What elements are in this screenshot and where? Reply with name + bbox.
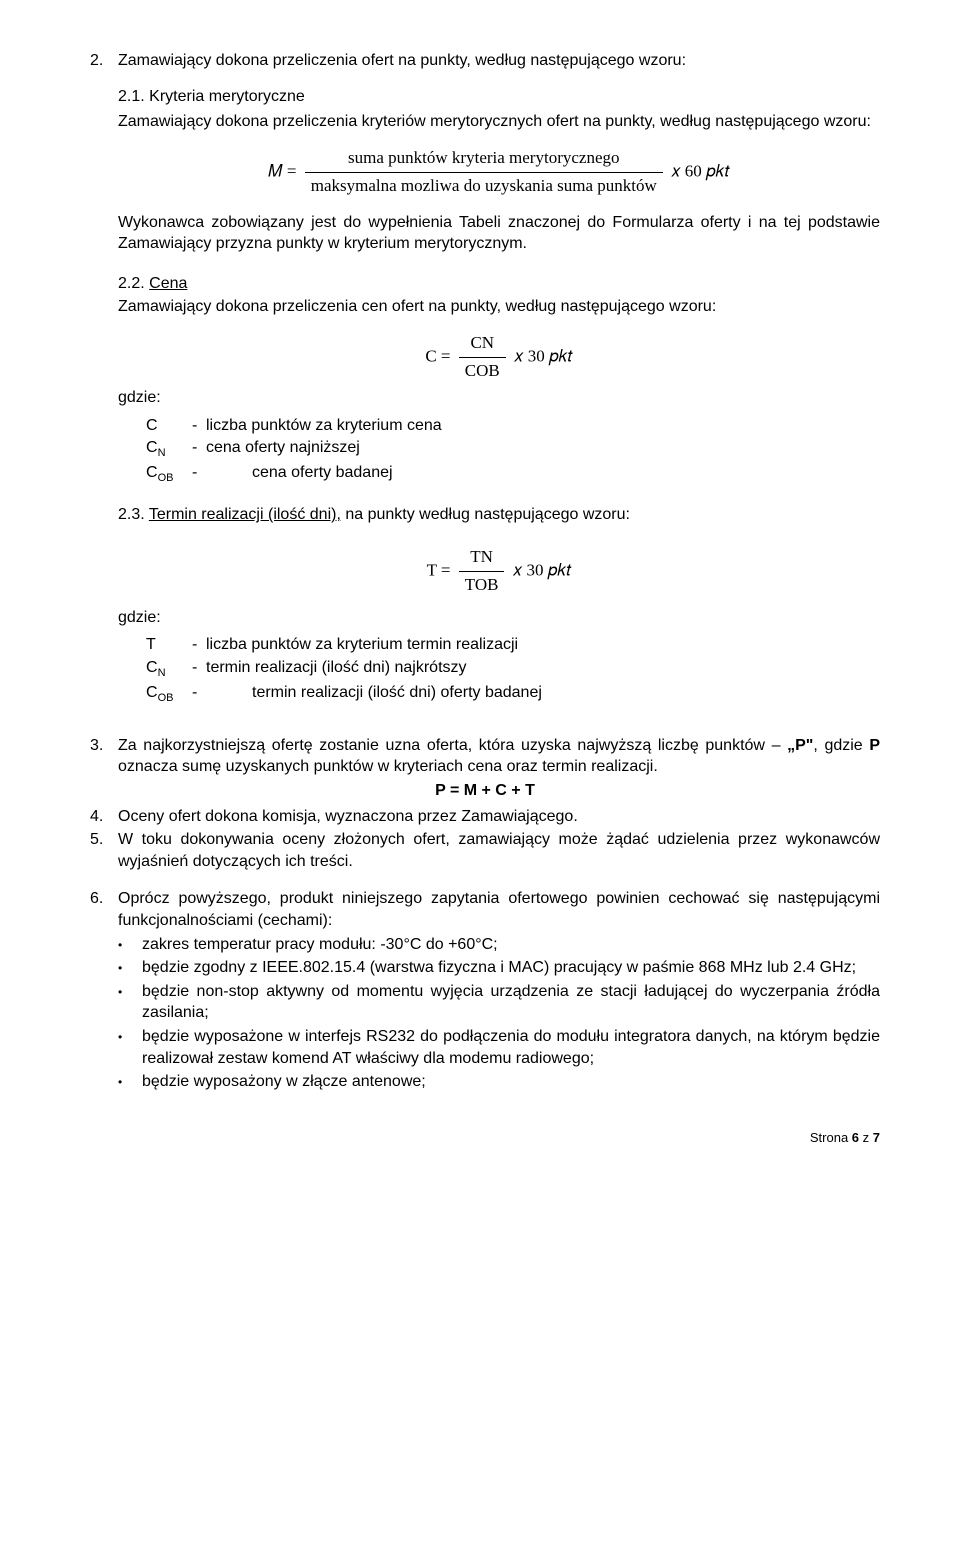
section-2: 2. Zamawiający dokona przeliczenia ofert… xyxy=(90,50,880,72)
section-2-1: 2.1. Kryteria merytoryczne Zamawiający d… xyxy=(118,86,880,255)
definition-text: liczba punktów za kryterium termin reali… xyxy=(206,634,880,656)
subsection-intro: Zamawiający dokona przeliczenia cen ofer… xyxy=(118,296,880,318)
fraction: suma punktów kryteria merytorycznego mak… xyxy=(305,147,663,198)
bullet-icon: • xyxy=(118,1071,142,1093)
section-2-2: 2.2. Cena Zamawiający dokona przeliczeni… xyxy=(118,273,880,486)
section-text: Za najkorzystniejszą ofertę zostanie uzn… xyxy=(118,735,880,778)
formula-rhs: 𝑥 30 𝑝𝑘𝑡 xyxy=(513,560,572,579)
definition-symbol: CN xyxy=(146,437,192,461)
definition-text: cena oferty najniższej xyxy=(206,437,880,461)
bullet-row: • zakres temperatur pracy modułu: -30°C … xyxy=(118,934,880,956)
definitions: C - liczba punktów za kryterium cena CN … xyxy=(146,415,880,487)
subsection-intro: Zamawiający dokona przeliczenia kryterió… xyxy=(118,111,880,133)
bullet-text: będzie non-stop aktywny od momentu wyjęc… xyxy=(142,981,880,1024)
equation-p: P = M + C + T xyxy=(90,780,880,802)
document-page: 2. Zamawiający dokona przeliczenia ofert… xyxy=(0,0,960,1186)
definition-separator: - xyxy=(192,462,252,486)
definitions: T - liczba punktów za kryterium termin r… xyxy=(146,634,880,706)
definition-row: COB - termin realizacji (ilość dni) ofer… xyxy=(146,682,880,706)
section-number: 2. xyxy=(90,50,118,72)
section-number: 4. xyxy=(90,806,118,828)
definition-row: C - liczba punktów za kryterium cena xyxy=(146,415,880,437)
formula-rhs: 𝑥 30 𝑝𝑘𝑡 xyxy=(514,346,573,365)
where-label: gdzie: xyxy=(118,607,880,629)
section-3: 3. Za najkorzystniejszą ofertę zostanie … xyxy=(90,735,880,778)
definition-row: CN - termin realizacji (ilość dni) najkr… xyxy=(146,657,880,681)
formula-rhs: 𝑥 60 𝑝𝑘𝑡 xyxy=(671,161,730,180)
subsection-number: 2.3. xyxy=(118,506,145,523)
definition-symbol: COB xyxy=(146,682,192,706)
bullet-text: będzie wyposażony w złącze antenowe; xyxy=(142,1071,880,1093)
bullet-text: zakres temperatur pracy modułu: -30°C do… xyxy=(142,934,880,956)
section-5: 5. W toku dokonywania oceny złożonych of… xyxy=(90,829,880,872)
definition-separator: - xyxy=(192,634,206,656)
subsection-title: Termin realizacji (ilość dni), xyxy=(149,506,341,523)
subsection-heading: 2.3. Termin realizacji (ilość dni), na p… xyxy=(118,504,880,526)
fraction-denominator: maksymalna mozliwa do uzyskania suma pun… xyxy=(305,173,663,198)
subsection-heading: 2.1. Kryteria merytoryczne xyxy=(118,86,880,108)
definition-text: cena oferty badanej xyxy=(252,462,880,486)
section-4: 4. Oceny ofert dokona komisja, wyznaczon… xyxy=(90,806,880,828)
section-number: 6. xyxy=(90,888,118,931)
formula-lhs: 𝑀 = xyxy=(268,161,296,180)
definition-symbol: T xyxy=(146,634,192,656)
bullet-row: • będzie wyposażone w interfejs RS232 do… xyxy=(118,1026,880,1069)
formula-lhs: T = xyxy=(427,560,451,579)
fraction-denominator: TOB xyxy=(459,572,505,597)
fraction: TN TOB xyxy=(459,546,505,597)
formula-lhs: C = xyxy=(425,346,450,365)
definition-row: COB - cena oferty badanej xyxy=(146,462,880,486)
section-2-3: 2.3. Termin realizacji (ilość dni), na p… xyxy=(118,504,880,706)
definition-row: T - liczba punktów za kryterium termin r… xyxy=(146,634,880,656)
formula-t: T = TN TOB 𝑥 30 𝑝𝑘𝑡 xyxy=(118,546,880,597)
bullet-row: • będzie non-stop aktywny od momentu wyj… xyxy=(118,981,880,1024)
subsection-note: Wykonawca zobowiązany jest do wypełnieni… xyxy=(118,212,880,255)
definition-symbol: C xyxy=(146,415,192,437)
subsection-number: 2.1. xyxy=(118,88,145,105)
section-6: 6. Oprócz powyższego, produkt niniejszeg… xyxy=(90,888,880,931)
subsection-heading: 2.2. Cena xyxy=(118,273,880,295)
bullet-text: będzie zgodny z IEEE.802.15.4 (warstwa f… xyxy=(142,957,880,979)
subsection-title: Cena xyxy=(149,275,187,292)
section-number: 3. xyxy=(90,735,118,778)
subsection-title: Kryteria merytoryczne xyxy=(149,88,305,105)
section-text: W toku dokonywania oceny złożonych ofert… xyxy=(118,829,880,872)
definition-separator: - xyxy=(192,657,206,681)
definition-text: termin realizacji (ilość dni) oferty bad… xyxy=(252,682,880,706)
definition-symbol: COB xyxy=(146,462,192,486)
bullet-icon: • xyxy=(118,934,142,956)
bullet-row: • będzie zgodny z IEEE.802.15.4 (warstwa… xyxy=(118,957,880,979)
section-number: 5. xyxy=(90,829,118,872)
definition-text: termin realizacji (ilość dni) najkrótszy xyxy=(206,657,880,681)
fraction-denominator: COB xyxy=(459,358,506,383)
fraction-numerator: CN xyxy=(459,332,506,358)
section-text: Oceny ofert dokona komisja, wyznaczona p… xyxy=(118,806,880,828)
where-label: gdzie: xyxy=(118,387,880,409)
bullet-row: • będzie wyposażony w złącze antenowe; xyxy=(118,1071,880,1093)
fraction-numerator: TN xyxy=(459,546,505,572)
bullet-icon: • xyxy=(118,957,142,979)
bullet-icon: • xyxy=(118,1026,142,1069)
formula-c: C = CN COB 𝑥 30 𝑝𝑘𝑡 xyxy=(118,332,880,383)
bullet-icon: • xyxy=(118,981,142,1024)
fraction-numerator: suma punktów kryteria merytorycznego xyxy=(305,147,663,173)
fraction: CN COB xyxy=(459,332,506,383)
section-text: Oprócz powyższego, produkt niniejszego z… xyxy=(118,888,880,931)
definition-separator: - xyxy=(192,415,206,437)
definition-text: liczba punktów za kryterium cena xyxy=(206,415,880,437)
formula-m: 𝑀 = suma punktów kryteria merytorycznego… xyxy=(118,147,880,198)
section-text: Zamawiający dokona przeliczenia ofert na… xyxy=(118,50,880,72)
subsection-title-rest: na punkty według następującego wzoru: xyxy=(341,506,630,523)
definition-separator: - xyxy=(192,682,252,706)
page-footer: Strona 6 z 7 xyxy=(90,1129,880,1147)
definition-row: CN - cena oferty najniższej xyxy=(146,437,880,461)
subsection-number: 2.2. xyxy=(118,275,145,292)
definition-separator: - xyxy=(192,437,206,461)
bullet-text: będzie wyposażone w interfejs RS232 do p… xyxy=(142,1026,880,1069)
definition-symbol: CN xyxy=(146,657,192,681)
